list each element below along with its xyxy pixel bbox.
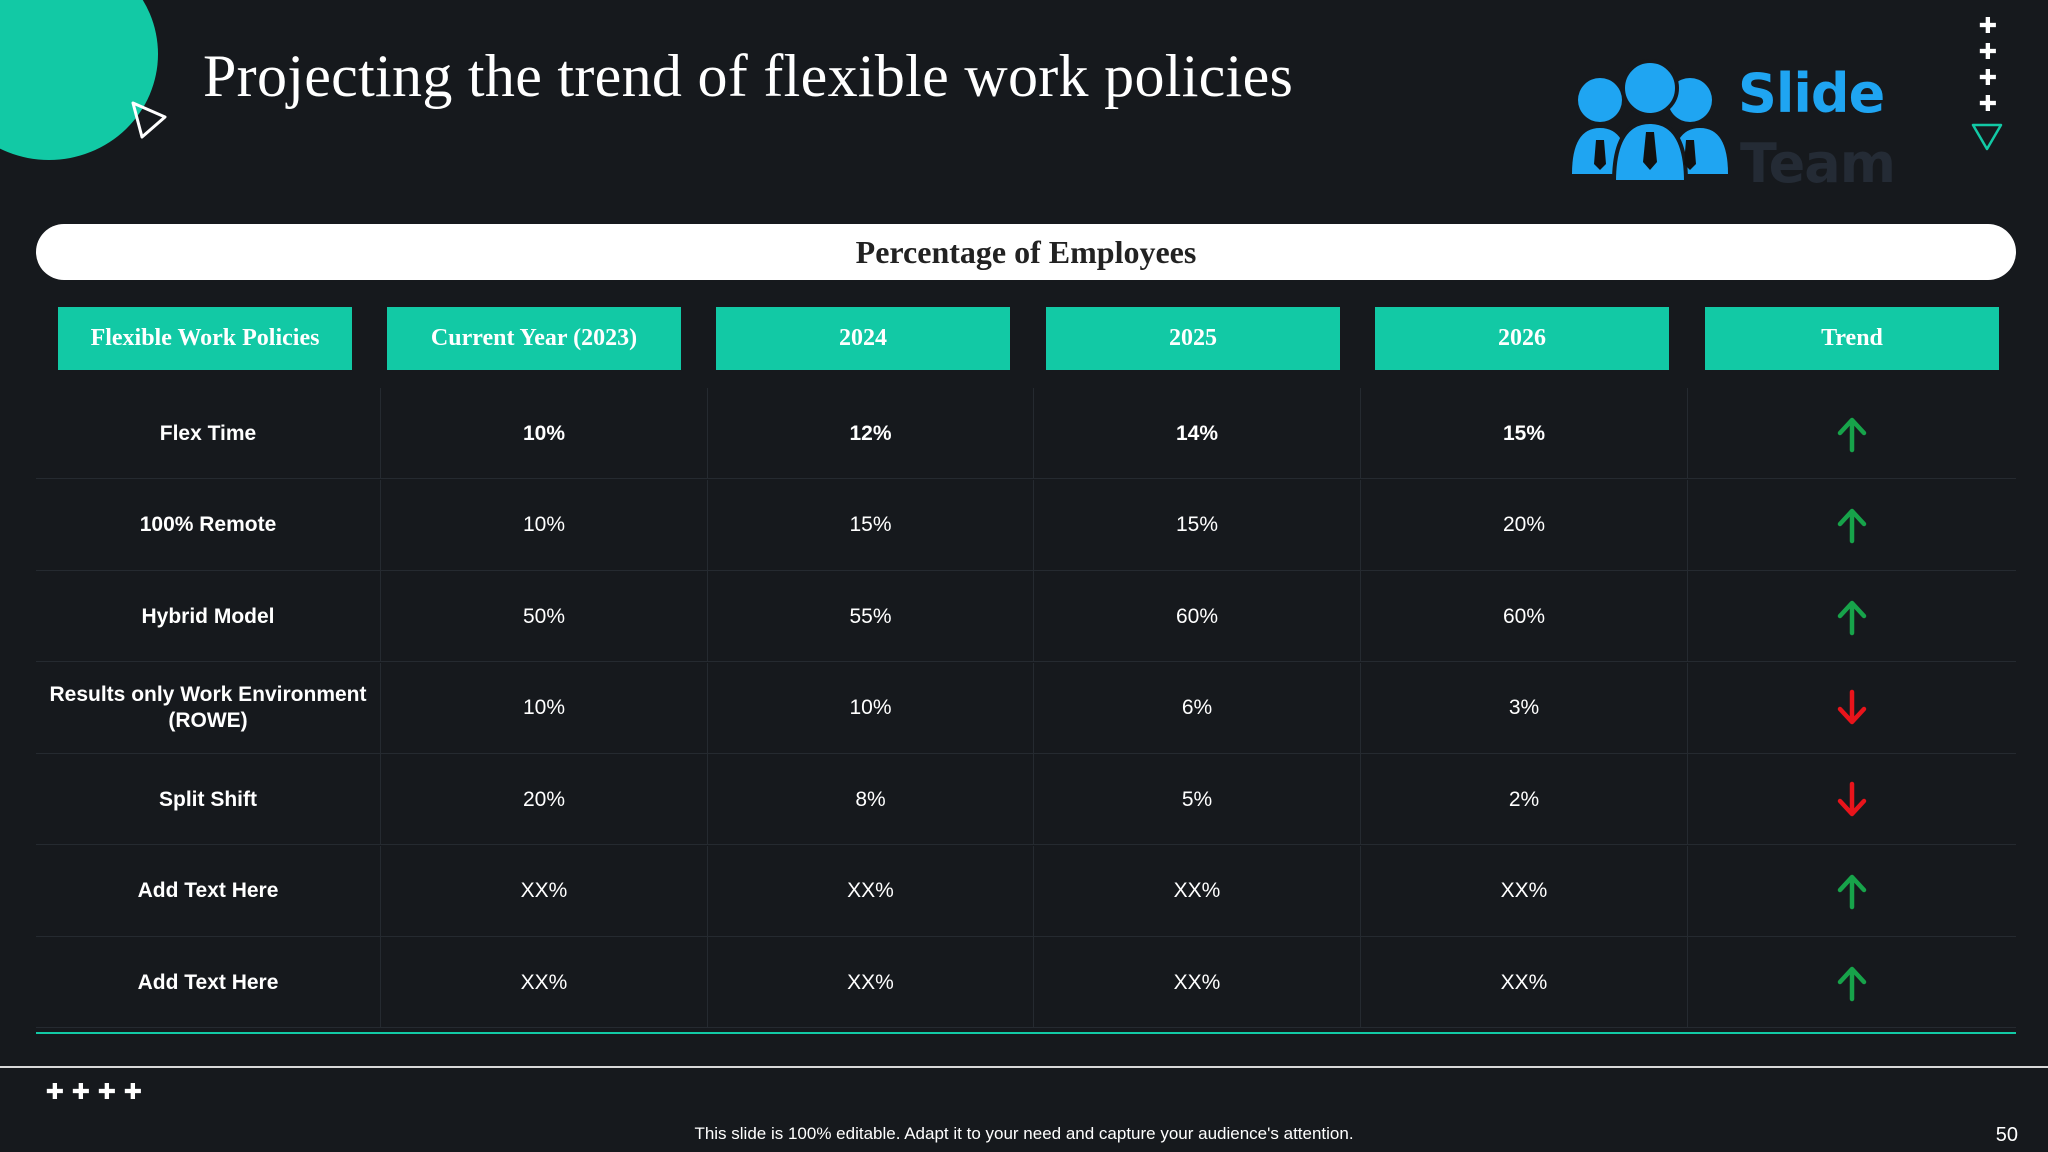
plus-icon: ✚ bbox=[71, 1080, 91, 1105]
percentage-cell: 5% bbox=[1034, 754, 1361, 845]
brand-logo: Slide Team bbox=[1570, 56, 1896, 196]
policy-name-cell: Hybrid Model bbox=[36, 571, 381, 662]
table-row: Split Shift 20% 8% 5% 2% bbox=[36, 754, 2016, 845]
table-row: Add Text Here XX% XX% XX% XX% bbox=[36, 845, 2016, 937]
column-header-current: Current Year (2023) bbox=[387, 307, 681, 370]
column-header-2026: 2026 bbox=[1375, 307, 1669, 370]
column-header-trend: Trend bbox=[1705, 307, 1999, 370]
trend-cell bbox=[1688, 388, 2016, 479]
decorative-triangle-icon bbox=[131, 101, 167, 139]
percentage-cell: 8% bbox=[708, 754, 1034, 845]
percentage-cell: 10% bbox=[708, 662, 1034, 754]
trend-cell bbox=[1688, 663, 2016, 754]
percentage-cell: 6% bbox=[1034, 662, 1361, 754]
percentage-cell: 15% bbox=[708, 479, 1034, 571]
percentage-cell: 20% bbox=[381, 754, 708, 845]
percentage-cell: 15% bbox=[1361, 388, 1688, 479]
plus-icon: ✚ bbox=[97, 1080, 117, 1105]
logo-text-team: Team bbox=[1740, 132, 1896, 195]
policy-name-cell: Flex Time bbox=[36, 388, 381, 479]
plus-icon: ✚ bbox=[1978, 40, 1998, 65]
table-row: Add Text Here XX% XX% XX% XX% bbox=[36, 937, 2016, 1028]
policy-name-cell: Results only Work Environment (ROWE) bbox=[36, 662, 381, 754]
percentage-cell: 60% bbox=[1034, 571, 1361, 662]
column-header-2025: 2025 bbox=[1046, 307, 1340, 370]
footer-note: This slide is 100% editable. Adapt it to… bbox=[694, 1124, 1354, 1143]
arrow-up-icon bbox=[1837, 508, 1867, 544]
percentage-cell: XX% bbox=[1034, 845, 1361, 937]
arrow-up-icon bbox=[1837, 874, 1867, 910]
percentage-cell: XX% bbox=[381, 845, 708, 937]
column-header-2024: 2024 bbox=[716, 307, 1010, 370]
policy-table: Flex Time 10% 12% 14% 15% 100% Remote 10% 15% 15… bbox=[36, 388, 2016, 1034]
section-header-label: Percentage of Employees bbox=[855, 233, 1197, 270]
percentage-cell: 60% bbox=[1361, 571, 1688, 662]
percentage-cell: 20% bbox=[1361, 479, 1688, 571]
arrow-up-icon bbox=[1837, 966, 1867, 1001]
plus-icon: ✚ bbox=[45, 1080, 65, 1105]
team-people-icon bbox=[1572, 59, 1728, 184]
arrow-down-icon bbox=[1837, 781, 1867, 816]
page-number: 50 bbox=[1995, 1124, 2018, 1146]
percentage-cell: XX% bbox=[1034, 937, 1361, 1028]
decorative-plus-row: ✚ ✚ ✚ ✚ bbox=[44, 1080, 144, 1106]
policy-name-cell: Add Text Here bbox=[36, 937, 381, 1028]
percentage-cell: XX% bbox=[708, 937, 1034, 1028]
plus-icon: ✚ bbox=[1978, 66, 1998, 91]
slide-title: Projecting the trend of flexible work po… bbox=[203, 43, 1294, 109]
percentage-cell: XX% bbox=[1361, 845, 1688, 937]
trend-cell bbox=[1688, 480, 2016, 571]
decorative-plus-column: ✚ ✚ ✚ ✚ bbox=[1977, 14, 1999, 118]
percentage-cell: 10% bbox=[381, 662, 708, 754]
plus-icon: ✚ bbox=[123, 1080, 143, 1105]
percentage-cell: 50% bbox=[381, 571, 708, 662]
logo-text-slide: Slide bbox=[1738, 62, 1885, 125]
section-header-pill: Percentage of Employees bbox=[36, 224, 2016, 280]
percentage-cell: 55% bbox=[708, 571, 1034, 662]
percentage-cell: 3% bbox=[1361, 662, 1688, 754]
plus-icon: ✚ bbox=[1978, 14, 1998, 39]
table-row: Hybrid Model 50% 55% 60% 60% bbox=[36, 571, 2016, 662]
policy-name-cell: Add Text Here bbox=[36, 845, 381, 937]
policy-name-cell: Split Shift bbox=[36, 754, 381, 845]
table-row: 100% Remote 10% 15% 15% 20% bbox=[36, 479, 2016, 571]
percentage-cell: 14% bbox=[1034, 388, 1361, 479]
arrow-down-icon bbox=[1837, 689, 1867, 725]
percentage-cell: XX% bbox=[708, 845, 1034, 937]
plus-icon: ✚ bbox=[1978, 92, 1998, 117]
percentage-cell: 10% bbox=[381, 479, 708, 571]
policy-name-cell: 100% Remote bbox=[36, 479, 381, 571]
trend-cell bbox=[1688, 937, 2016, 1028]
trend-cell bbox=[1688, 754, 2016, 845]
percentage-cell: 15% bbox=[1034, 479, 1361, 571]
percentage-cell: XX% bbox=[1361, 937, 1688, 1028]
table-row: Results only Work Environment (ROWE) 10% 1… bbox=[36, 662, 2016, 754]
percentage-cell: 2% bbox=[1361, 754, 1688, 845]
down-triangle-icon bbox=[1971, 123, 2003, 151]
trend-cell bbox=[1688, 846, 2016, 937]
trend-cell bbox=[1688, 571, 2016, 662]
table-row: Flex Time 10% 12% 14% 15% bbox=[36, 388, 2016, 479]
percentage-cell: 10% bbox=[381, 388, 708, 479]
footer-divider bbox=[0, 1066, 2048, 1068]
percentage-cell: XX% bbox=[381, 937, 708, 1028]
column-header-policy: Flexible Work Policies bbox=[58, 307, 352, 370]
arrow-up-icon bbox=[1837, 417, 1867, 452]
arrow-up-icon bbox=[1837, 600, 1867, 635]
percentage-cell: 12% bbox=[708, 388, 1034, 479]
